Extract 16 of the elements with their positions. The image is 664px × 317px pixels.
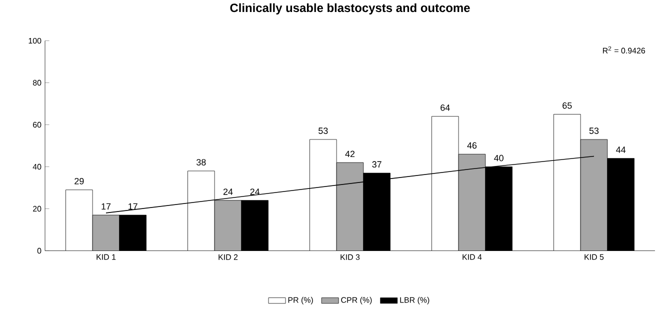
- chart-title: Clinically usable blastocysts and outcome: [230, 3, 470, 15]
- data-label: 37: [372, 161, 382, 168]
- data-label: 40: [494, 155, 504, 162]
- data-label: 65: [562, 102, 572, 109]
- data-label: 24: [250, 188, 260, 195]
- data-label: 24: [223, 188, 233, 195]
- data-label: 17: [102, 203, 111, 210]
- data-label: 64: [440, 104, 450, 111]
- data-label: 29: [74, 178, 84, 184]
- data-label: 46: [467, 142, 477, 149]
- data-label: 42: [345, 150, 355, 158]
- data-label: 38: [196, 159, 206, 166]
- data-label: 17: [128, 203, 138, 210]
- data-label: 53: [589, 128, 599, 134]
- data-label: 53: [318, 128, 328, 134]
- data-label: 44: [616, 146, 626, 153]
